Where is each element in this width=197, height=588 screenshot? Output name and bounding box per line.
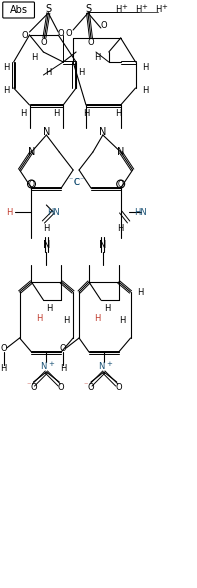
Text: +: + (122, 4, 128, 10)
Text: S: S (85, 4, 91, 14)
Text: H: H (46, 303, 53, 312)
Text: H: H (45, 68, 52, 76)
Text: O: O (58, 28, 65, 38)
Text: H: H (60, 363, 66, 373)
Text: +: + (141, 4, 147, 10)
Text: H: H (63, 316, 69, 325)
Text: H: H (115, 5, 122, 14)
Text: N: N (117, 147, 124, 157)
Text: +: + (161, 4, 167, 10)
Text: HN: HN (47, 208, 60, 216)
Text: H: H (104, 303, 110, 312)
Text: O: O (21, 31, 28, 39)
Text: O: O (0, 343, 7, 352)
Text: O: O (100, 21, 107, 29)
Text: O: O (118, 179, 124, 189)
Text: +: + (106, 361, 112, 367)
Text: ⁻: ⁻ (84, 380, 88, 389)
Text: N: N (99, 127, 107, 137)
Text: H: H (4, 85, 10, 95)
Text: H: H (4, 62, 10, 72)
Text: O: O (30, 383, 37, 393)
Text: H: H (7, 208, 13, 216)
Text: H: H (142, 62, 149, 72)
Text: H: H (117, 223, 124, 232)
Text: N: N (28, 147, 35, 157)
Text: H: H (78, 68, 84, 76)
Text: Abs: Abs (10, 5, 28, 15)
Text: H: H (137, 288, 144, 296)
Text: O: O (58, 383, 65, 393)
Text: C: C (73, 178, 79, 186)
Text: N: N (43, 240, 50, 250)
Text: N: N (40, 362, 46, 370)
Text: HN: HN (134, 208, 147, 216)
FancyBboxPatch shape (3, 2, 34, 18)
Text: H: H (20, 109, 27, 118)
Text: H: H (120, 316, 126, 325)
Text: H: H (135, 5, 142, 14)
Text: H: H (1, 363, 7, 373)
Text: ⁻: ⁻ (80, 175, 84, 185)
Text: S: S (45, 4, 51, 14)
Text: O: O (115, 383, 122, 393)
Text: N: N (43, 127, 50, 137)
Text: ⁻: ⁻ (68, 175, 72, 185)
Text: +: + (48, 361, 54, 367)
Text: O: O (66, 28, 72, 38)
Text: O: O (40, 38, 47, 46)
Text: N: N (99, 240, 107, 250)
Text: H: H (31, 52, 38, 62)
Text: ⁻: ⁻ (26, 380, 31, 389)
Text: O: O (60, 343, 67, 352)
Text: H: H (155, 5, 162, 14)
Text: H: H (43, 223, 50, 232)
Text: H: H (36, 313, 43, 322)
Text: C: C (73, 178, 79, 186)
Text: O: O (88, 38, 94, 46)
Text: H: H (53, 109, 59, 118)
Text: H: H (115, 109, 122, 118)
Text: H: H (83, 109, 89, 118)
Text: H: H (94, 313, 100, 322)
Text: N: N (98, 362, 104, 370)
Text: O: O (29, 179, 34, 189)
Text: O: O (88, 383, 94, 393)
Text: H: H (94, 52, 100, 62)
Text: H: H (142, 85, 149, 95)
